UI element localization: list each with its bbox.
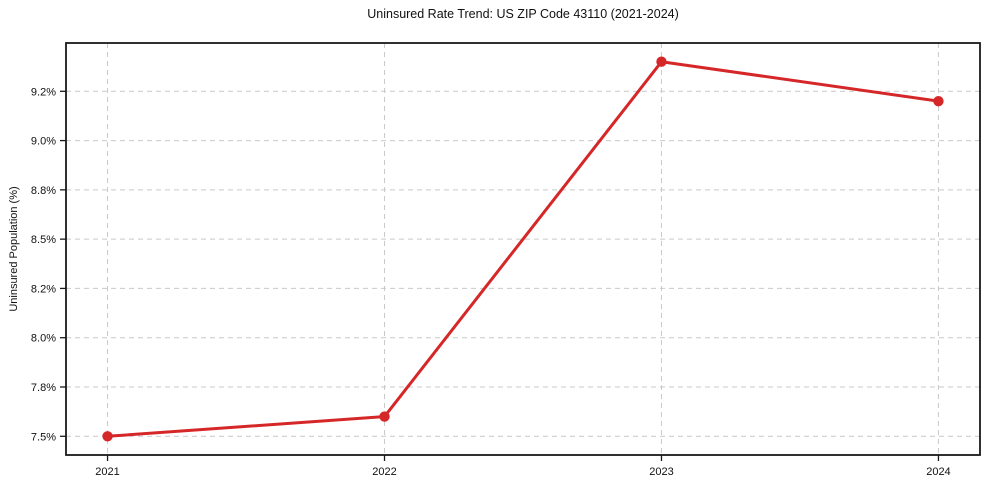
x-tick-label: 2022 [372,466,396,478]
y-tick-label: 7.5% [31,431,56,443]
y-tick-label: 7.8% [31,382,56,394]
data-point-2021 [102,431,113,442]
y-tick-label: 8.2% [31,283,56,295]
y-tick-label: 8.0% [31,333,56,345]
x-tick-label: 2023 [649,466,673,478]
y-tick-label: 9.2% [31,86,56,98]
y-tick-label: 8.8% [31,185,56,197]
x-tick-label: 2024 [926,466,950,478]
chart-title: Uninsured Rate Trend: US ZIP Code 43110 … [367,7,679,21]
trend-line [106,60,940,438]
data-point-2024 [933,95,944,107]
data-point-2023 [656,56,667,67]
plot-border [65,42,981,456]
x-tick-label: 2021 [95,466,119,478]
y-tick-label: 8.5% [31,234,56,246]
data-point-2022 [379,411,390,422]
y-tick-label: 9.0% [31,136,56,148]
